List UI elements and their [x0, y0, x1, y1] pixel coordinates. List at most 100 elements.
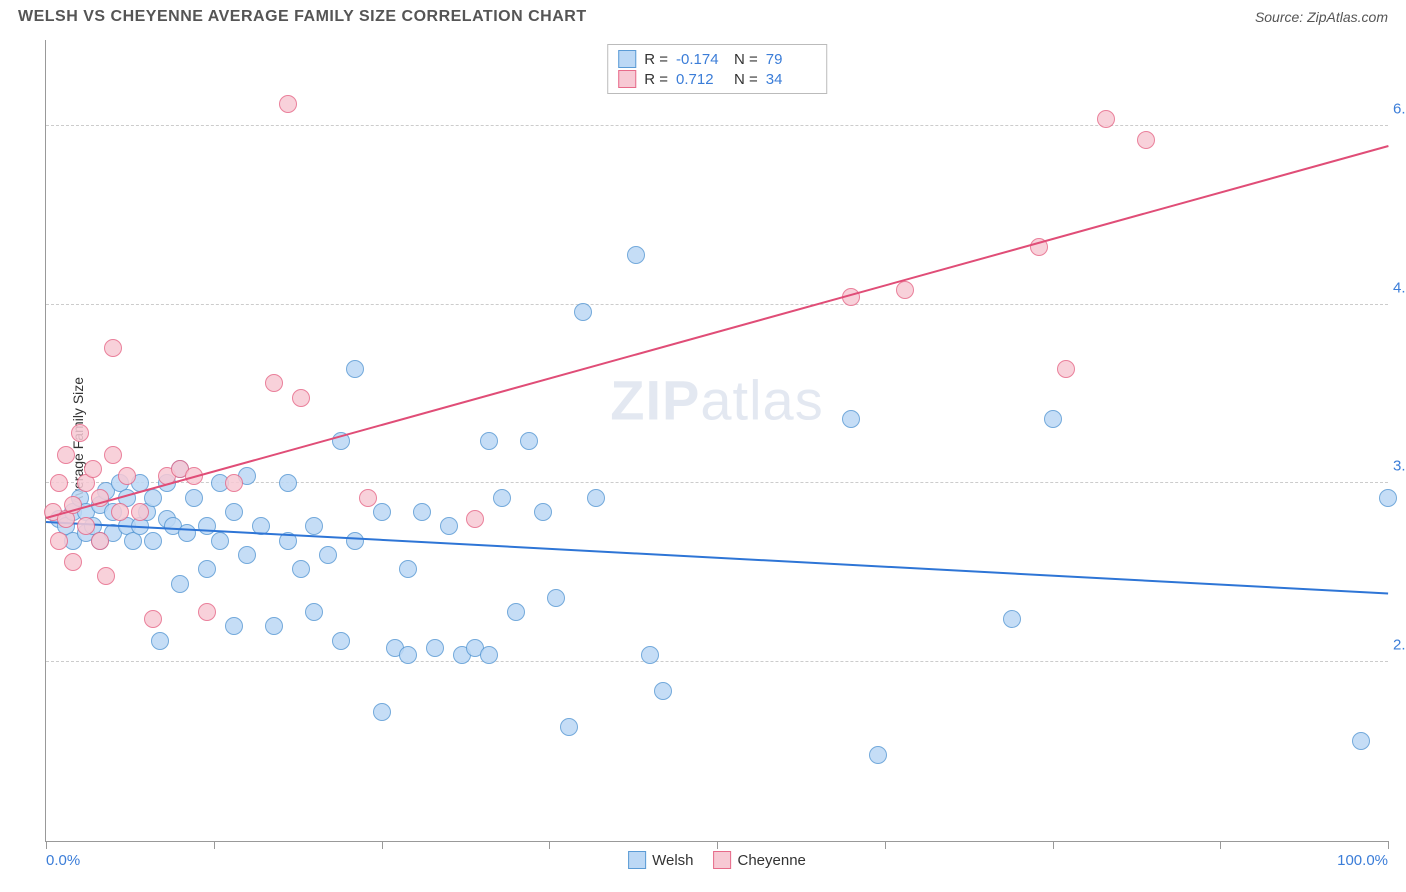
x-tick — [382, 841, 383, 849]
legend-n-label: N = — [734, 51, 758, 68]
data-point — [480, 646, 498, 664]
legend-series-name: Cheyenne — [738, 852, 806, 869]
data-point — [1003, 610, 1021, 628]
chart-source: Source: ZipAtlas.com — [1255, 9, 1388, 25]
data-point — [587, 489, 605, 507]
data-point — [225, 503, 243, 521]
data-point — [171, 575, 189, 593]
legend-row: R = -0.174 N = 79 — [618, 49, 816, 69]
data-point — [1044, 410, 1062, 428]
watermark-atlas: atlas — [700, 369, 823, 432]
data-point — [131, 503, 149, 521]
legend-r-label: R = — [644, 51, 668, 68]
data-point — [50, 474, 68, 492]
data-point — [265, 617, 283, 635]
legend-n-value: 34 — [766, 71, 816, 88]
data-point — [534, 503, 552, 521]
data-point — [64, 553, 82, 571]
legend-n-value: 79 — [766, 51, 816, 68]
data-point — [413, 503, 431, 521]
y-tick-label: 2.25 — [1393, 637, 1406, 654]
legend-item: Cheyenne — [714, 851, 806, 869]
scatter-chart: Average Family Size ZIPatlas 0.0% 100.0%… — [45, 40, 1388, 842]
data-point — [225, 617, 243, 635]
data-point — [346, 532, 364, 550]
x-tick — [1053, 841, 1054, 849]
data-point — [211, 532, 229, 550]
data-point — [574, 303, 592, 321]
data-point — [842, 410, 860, 428]
data-point — [373, 703, 391, 721]
y-tick-label: 6.00 — [1393, 100, 1406, 117]
legend-row: R =0.712N =34 — [618, 69, 816, 89]
chart-header: WELSH VS CHEYENNE AVERAGE FAMILY SIZE CO… — [0, 0, 1406, 30]
x-axis-max-label: 100.0% — [1337, 852, 1388, 869]
data-point — [292, 389, 310, 407]
data-point — [144, 532, 162, 550]
data-point — [346, 360, 364, 378]
legend-swatch — [628, 851, 646, 869]
data-point — [627, 246, 645, 264]
legend-r-value: -0.174 — [676, 51, 726, 68]
data-point — [279, 95, 297, 113]
data-point — [198, 560, 216, 578]
data-point — [869, 746, 887, 764]
data-point — [560, 718, 578, 736]
data-point — [104, 339, 122, 357]
x-tick — [549, 841, 550, 849]
gridline — [46, 661, 1388, 662]
legend-item: Welsh — [628, 851, 693, 869]
legend-series-name: Welsh — [652, 852, 693, 869]
y-tick-label: 3.50 — [1393, 458, 1406, 475]
correlation-legend: R = -0.174 N = 79R = 0.712 N = 34 — [607, 44, 827, 94]
x-tick — [885, 841, 886, 849]
y-tick-label: 4.75 — [1393, 279, 1406, 296]
data-point — [91, 532, 109, 550]
watermark: ZIPatlas — [610, 368, 823, 433]
legend-r-value: 0.712 — [676, 71, 726, 88]
x-axis-min-label: 0.0% — [46, 852, 80, 869]
source-name: ZipAtlas.com — [1307, 9, 1388, 25]
gridline — [46, 125, 1388, 126]
data-point — [399, 560, 417, 578]
data-point — [265, 374, 283, 392]
data-point — [118, 467, 136, 485]
data-point — [507, 603, 525, 621]
legend-swatch — [618, 70, 636, 88]
data-point — [151, 632, 169, 650]
data-point — [1057, 360, 1075, 378]
legend-swatch — [618, 50, 636, 68]
data-point — [426, 639, 444, 657]
x-tick — [717, 841, 718, 849]
data-point — [198, 603, 216, 621]
data-point — [111, 503, 129, 521]
data-point — [373, 503, 391, 521]
data-point — [71, 424, 89, 442]
data-point — [185, 489, 203, 507]
data-point — [104, 446, 122, 464]
data-point — [359, 489, 377, 507]
legend-swatch — [714, 851, 732, 869]
data-point — [238, 546, 256, 564]
series-legend: Welsh Cheyenne — [628, 851, 806, 869]
data-point — [84, 460, 102, 478]
data-point — [399, 646, 417, 664]
data-point — [50, 532, 68, 550]
legend-n-label: N = — [734, 71, 758, 88]
data-point — [896, 281, 914, 299]
data-point — [57, 446, 75, 464]
data-point — [1137, 131, 1155, 149]
data-point — [480, 432, 498, 450]
data-point — [641, 646, 659, 664]
data-point — [305, 603, 323, 621]
data-point — [279, 474, 297, 492]
data-point — [97, 567, 115, 585]
data-point — [332, 632, 350, 650]
data-point — [654, 682, 672, 700]
watermark-zip: ZIP — [610, 369, 700, 432]
x-tick — [1388, 841, 1389, 849]
data-point — [77, 517, 95, 535]
data-point — [1379, 489, 1397, 507]
source-prefix: Source: — [1255, 9, 1307, 25]
data-point — [520, 432, 538, 450]
